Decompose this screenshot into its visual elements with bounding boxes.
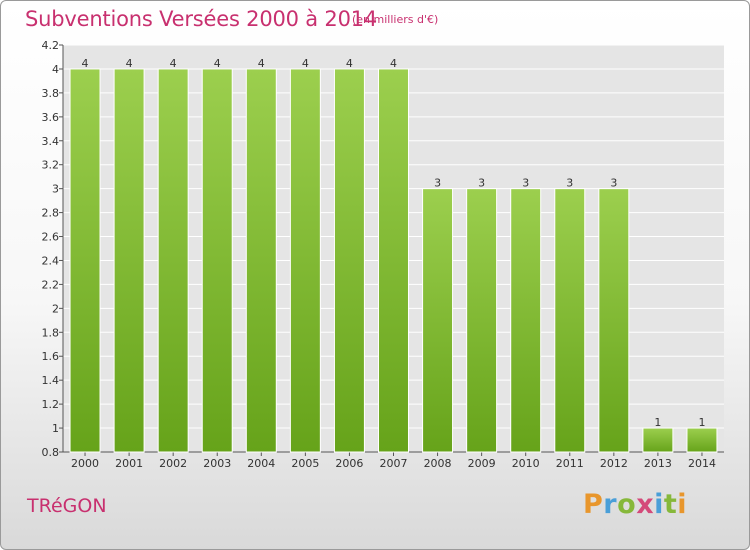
chart-title: Subventions Versées 2000 à 2014 [25,7,378,31]
bar-value-label: 4 [258,57,265,70]
y-tick-label: 1.8 [42,326,60,339]
x-tick-label: 2004 [247,457,275,470]
bar-value-label: 3 [566,177,573,190]
chart-subtitle: (en milliers d'€) [352,13,439,26]
y-tick-label: 0.8 [42,446,60,459]
x-tick-label: 2012 [600,457,628,470]
bar [466,188,498,453]
y-tick-label: 2.4 [42,254,60,267]
y-tick-label: 2.6 [42,231,60,244]
x-tick-label: 2005 [291,457,319,470]
bar-value-label: 4 [170,57,177,70]
y-tick-label: 3 [52,183,59,196]
logo-letter: x [636,489,655,520]
y-tick-label: 4 [52,63,59,76]
bar [157,68,189,453]
x-tick-label: 2002 [159,457,187,470]
y-tick-label: 3.6 [42,111,60,124]
y-tick-label: 4.2 [42,39,60,52]
bar [378,68,409,453]
bar-value-label: 1 [698,416,705,429]
x-tick-label: 2001 [115,457,143,470]
logo-letter: o [617,489,637,520]
bar [113,68,145,453]
y-tick-label: 3.4 [42,135,60,148]
logo-letter: P [583,489,604,520]
x-tick-label: 2000 [71,457,99,470]
bar [686,427,718,453]
bar-value-label: 3 [610,177,617,190]
x-tick-label: 2011 [556,457,584,470]
bar [422,188,454,453]
x-tick-label: 2007 [380,457,408,470]
y-tick-label: 1 [52,422,59,435]
bar-value-label: 4 [302,57,309,70]
bar-value-label: 3 [434,177,441,190]
logo-letter: i [677,489,688,520]
x-tick-label: 2008 [424,457,452,470]
y-tick-label: 3.2 [42,159,60,172]
x-tick-label: 2009 [468,457,496,470]
bar-value-label: 4 [214,57,221,70]
y-tick-label: 3.8 [42,87,60,100]
bar-value-label: 4 [390,57,397,70]
bar [333,68,365,453]
bar [245,68,277,453]
bar-value-label: 1 [654,416,661,429]
x-tick-label: 2003 [203,457,231,470]
bar [642,427,674,453]
y-tick-label: 1.6 [42,350,60,363]
x-tick-label: 2014 [688,457,716,470]
y-tick-label: 2.2 [42,278,60,291]
y-tick-label: 1.2 [42,398,60,411]
bar-value-label: 4 [82,57,89,70]
bar-value-label: 3 [522,177,529,190]
logo-letter: i [654,489,664,520]
bar-value-label: 4 [126,57,133,70]
bar-value-label: 3 [478,177,485,190]
y-tick-label: 2 [52,302,59,315]
y-tick-label: 2.8 [42,207,60,220]
logo-letter: r [603,489,618,520]
bar [201,68,233,453]
proxiti-logo: Proxiti [583,489,687,520]
bar [69,68,101,453]
bar [598,188,630,453]
bar [554,188,586,453]
commune-name: TRéGON [27,495,107,517]
bar [510,188,542,453]
bar-value-label: 4 [346,57,353,70]
x-tick-label: 2013 [644,457,672,470]
x-tick-label: 2010 [512,457,540,470]
y-tick-label: 1.4 [42,374,60,387]
bar [289,68,321,453]
logo-letter: t [663,489,678,520]
x-tick-label: 2006 [335,457,363,470]
